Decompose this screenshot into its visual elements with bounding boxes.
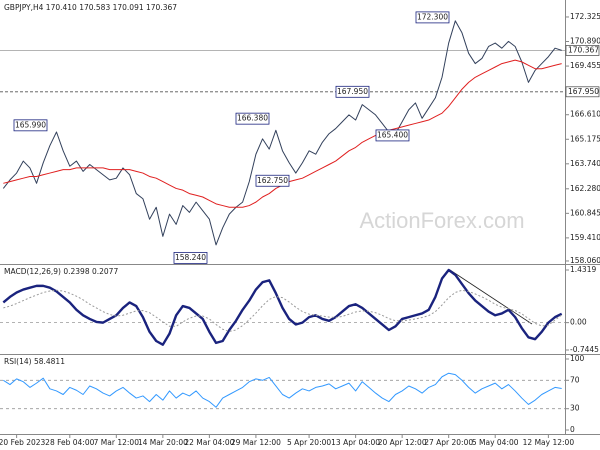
x-tick-label: 20 Feb 2023 xyxy=(0,438,46,447)
x-tick-label: 13 Apr 04:00 xyxy=(331,438,380,447)
y-tick-label: 100 xyxy=(570,354,585,363)
price-box xyxy=(565,45,600,56)
y-tick-label: 165.175 xyxy=(570,134,600,143)
y-tick-label: 70 xyxy=(570,375,580,384)
annotation-box xyxy=(335,85,370,98)
x-tick-label: 27 Apr 20:00 xyxy=(424,438,473,447)
x-tick-label: 12 May 12:00 xyxy=(523,438,575,447)
x-tick-label: 14 Mar 20:00 xyxy=(138,438,188,447)
y-tick-label: 169.455 xyxy=(570,61,600,70)
annotation-box xyxy=(235,112,270,125)
y-tick-label: 163.740 xyxy=(570,159,600,168)
annotation-box xyxy=(375,129,410,142)
y-tick-label: 166.610 xyxy=(570,110,600,119)
series-line xyxy=(2,20,562,246)
annotation-label: 172.300 xyxy=(417,12,448,21)
panel-title: RSI(14) 58.4811 xyxy=(4,357,65,366)
x-tick-label: 22 Mar 04:00 xyxy=(184,438,234,447)
y-tick-label: 159.410 xyxy=(570,233,600,242)
annotation-box xyxy=(255,174,290,187)
annotation-label: 166.380 xyxy=(237,114,268,123)
annotation-box xyxy=(415,11,450,24)
y-tick-label: 30 xyxy=(570,404,580,413)
annotation-box xyxy=(13,119,48,132)
y-tick-label: 0.00 xyxy=(570,318,587,327)
x-tick-label: 7 Mar 12:00 xyxy=(94,438,140,447)
y-tick-label: 170.890 xyxy=(570,37,600,46)
y-tick-label: 158.060 xyxy=(570,256,600,265)
series-line xyxy=(3,372,562,408)
y-tick-label: 172.325 xyxy=(570,12,600,21)
y-tick-label: -0.7445 xyxy=(570,345,599,354)
price-box-label: 170.367 xyxy=(568,45,599,54)
annotation-label: 162.750 xyxy=(257,176,288,185)
panel-title: MACD(12,26,9) 0.2398 0.2077 xyxy=(4,267,118,276)
x-tick-label: 5 Apr 20:00 xyxy=(287,438,331,447)
price-box xyxy=(565,86,600,98)
y-tick-label: 1.4319 xyxy=(570,265,596,274)
annotation-label: 165.400 xyxy=(377,130,408,139)
price-box-label: 167.950 xyxy=(568,87,599,96)
x-tick-label: 29 Mar 12:00 xyxy=(231,438,281,447)
series-line xyxy=(2,268,563,346)
x-tick-label: 5 May 04:00 xyxy=(472,438,519,447)
x-tick-label: 28 Feb 04:00 xyxy=(45,438,94,447)
annotation-label: 167.950 xyxy=(337,87,368,96)
y-tick-label: 162.280 xyxy=(570,184,600,193)
chart-title: GBPJPY,H4 170.410 170.583 170.091 170.36… xyxy=(4,3,177,12)
trend-line xyxy=(449,269,533,325)
y-tick-label: 160.845 xyxy=(570,208,600,217)
series-line xyxy=(3,289,562,332)
x-tick-label: 20 Apr 12:00 xyxy=(378,438,427,447)
annotation-box xyxy=(173,251,208,264)
watermark: ActionForex.com xyxy=(359,208,524,233)
annotation-label: 158.240 xyxy=(175,253,206,262)
y-tick-label: 0 xyxy=(570,425,575,434)
annotation-label: 165.990 xyxy=(15,120,46,129)
frame xyxy=(0,0,600,435)
